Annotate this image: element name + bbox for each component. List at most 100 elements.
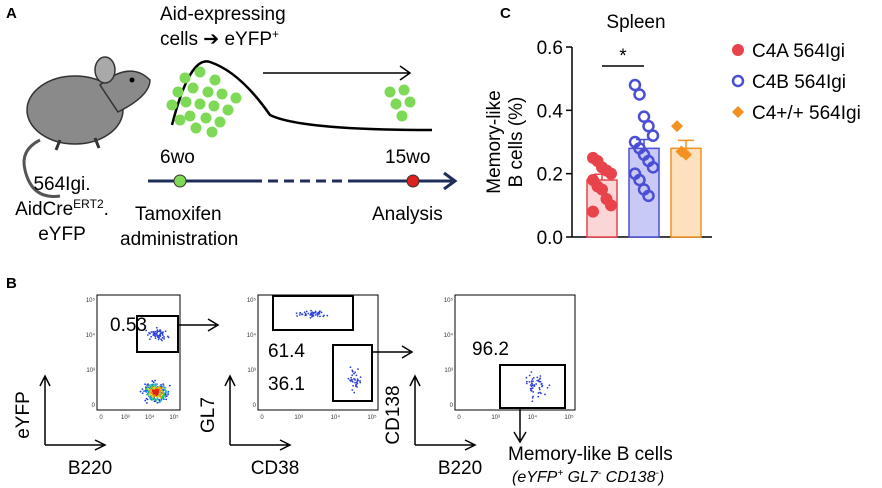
event-dot	[157, 335, 160, 337]
event-dot	[161, 392, 164, 395]
panel-letter: B	[6, 275, 17, 292]
event-dot	[156, 331, 159, 334]
event-dot	[316, 315, 319, 317]
axis-arrow	[409, 374, 477, 451]
event-dot	[350, 378, 353, 381]
significance-label: *	[619, 46, 627, 67]
gate-arrow	[372, 345, 414, 359]
y-tick-label: 10⁴	[86, 332, 96, 339]
event-dot	[152, 381, 155, 384]
y-tick-label: 10³	[86, 368, 95, 374]
x-axis-label: CD38	[251, 458, 300, 479]
y-tick-label: 10⁵	[247, 297, 257, 304]
y-tick-label: 10⁴	[247, 332, 257, 339]
data-point	[646, 161, 660, 174]
event-dot	[326, 314, 329, 317]
event-dot	[536, 376, 539, 379]
event-dot	[158, 385, 160, 388]
event-dot	[322, 315, 325, 318]
event-dot	[354, 381, 356, 384]
event-dot	[152, 391, 155, 394]
event-dot	[159, 400, 162, 403]
event-dot	[359, 380, 361, 382]
event-dot	[301, 313, 304, 316]
event-dot	[149, 388, 152, 391]
event-dot	[540, 383, 543, 386]
event-dot	[149, 391, 152, 394]
event-dot	[163, 335, 165, 338]
label-part: CD138	[601, 469, 655, 486]
event-dot	[159, 329, 161, 331]
data-point	[671, 120, 683, 133]
event-dot	[311, 314, 314, 317]
cell-dot	[180, 96, 192, 108]
event-dot	[307, 312, 310, 315]
data-point	[642, 189, 655, 203]
mouse-label: 564Igi.	[33, 174, 90, 195]
event-dot	[154, 330, 157, 333]
label-part: .	[104, 199, 109, 220]
gate-arrow	[513, 408, 527, 444]
y-tick-label: 0	[450, 403, 454, 409]
cell-dots	[166, 66, 416, 138]
event-dot	[158, 398, 161, 401]
event-dot	[530, 385, 533, 388]
event-dot	[167, 391, 170, 394]
event-dot	[532, 391, 535, 393]
event-dot	[349, 379, 352, 382]
event-label: Tamoxifen	[135, 204, 222, 225]
event-dot	[149, 398, 152, 400]
event-dot	[149, 332, 151, 335]
event-dot	[314, 310, 317, 313]
event-dot	[539, 380, 542, 383]
event-dot	[139, 390, 142, 393]
y-tick-label: 0	[92, 403, 96, 409]
label-part: GL7	[563, 469, 599, 486]
event-dot	[154, 337, 157, 340]
data-point	[646, 129, 660, 142]
event-dot	[531, 384, 534, 387]
event-dot	[531, 382, 533, 385]
x-tick-label: 10⁵	[169, 414, 179, 421]
x-tick-label: 10⁴	[331, 414, 341, 421]
event-dot	[157, 338, 160, 341]
event-dot	[159, 330, 161, 333]
y-tick-label: 10³	[444, 368, 453, 374]
event-dot	[355, 381, 358, 384]
event-dot	[539, 377, 542, 380]
event-dot	[141, 392, 144, 395]
event-dot	[538, 380, 540, 383]
plot-frame	[454, 294, 576, 411]
event-dot	[544, 393, 546, 396]
event-dot	[159, 332, 162, 335]
event-dot	[309, 316, 312, 319]
event-dot	[349, 366, 352, 369]
error-bar	[678, 139, 694, 149]
event-dot	[347, 377, 350, 380]
event-dot	[163, 392, 166, 395]
event-dot	[145, 329, 148, 332]
event-dot	[160, 384, 163, 387]
event-dot	[537, 395, 540, 398]
x-axis-label: B220	[68, 458, 112, 479]
event-dot	[305, 314, 308, 316]
y-tick-label: 0.4	[537, 101, 564, 122]
result-phenotype: (eYFP+ GL7- CD138-)	[512, 468, 664, 486]
event-dot	[155, 393, 158, 396]
label-part: cells ➔ eYFP	[160, 29, 272, 50]
event-dot	[529, 387, 532, 390]
event-dot	[353, 378, 356, 381]
legend-marker	[732, 44, 744, 56]
event-dot	[153, 390, 155, 392]
data-point	[680, 148, 692, 161]
x-tick-label: 10⁴	[528, 414, 538, 421]
y-tick-label: 10⁵	[444, 297, 454, 304]
cell-dot	[396, 110, 408, 122]
event-dot	[165, 395, 168, 398]
event-dot	[351, 370, 354, 373]
x-tick-label: 10⁵	[564, 414, 574, 421]
data-point	[587, 205, 599, 218]
event-dot	[357, 368, 359, 371]
event-dot	[152, 383, 155, 386]
